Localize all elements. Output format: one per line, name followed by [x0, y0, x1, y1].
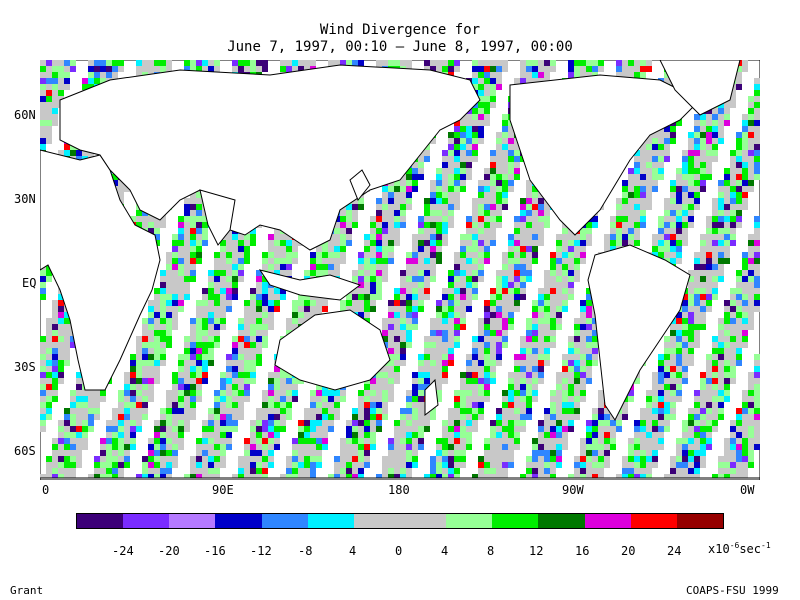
colorbar-swatch [492, 514, 539, 528]
continent-outlines [40, 60, 760, 480]
colorbar-swatch [215, 514, 262, 528]
colorbar-tick-label: -8 [298, 544, 313, 558]
lat-label-30s: 30S [14, 360, 36, 374]
south-america-landmass [587, 244, 691, 421]
lat-label-60s: 60S [14, 444, 36, 458]
colorbar-swatch [261, 514, 308, 528]
colorbar-swatch [353, 514, 400, 528]
lat-label-60n: 60N [14, 108, 36, 122]
lon-label-0w: 0W [740, 483, 755, 497]
colorbar-tick-label: -16 [204, 544, 226, 558]
units-suffix-exponent: -1 [761, 541, 771, 550]
colorbar-swatch [538, 514, 585, 528]
greenland [659, 60, 741, 116]
organization-credit: COAPS-FSU 1999 [686, 584, 779, 597]
colorbar-units: x10-6sec-1 [708, 541, 771, 556]
colorbar-swatch [307, 514, 354, 528]
indonesia-islands [258, 269, 362, 301]
lat-label-30n: 30N [14, 192, 36, 206]
colorbar-tick-label: 0 [395, 544, 403, 558]
units-suffix: sec [739, 542, 762, 556]
colorbar-tick-label: 8 [487, 544, 495, 558]
colorbar-swatch [676, 514, 723, 528]
colorbar-tick-label: 12 [529, 544, 544, 558]
colorbar-tick-label: -12 [250, 544, 272, 558]
author-credit: Grant [10, 584, 44, 597]
lat-label-eq: EQ [22, 276, 37, 290]
colorbar-tick-label: -24 [112, 544, 134, 558]
colorbar-swatch [123, 514, 170, 528]
eurasia-landmass [59, 64, 481, 251]
map-title-line1: Wind Divergence for [319, 22, 481, 38]
indian-subcontinent [199, 189, 236, 246]
colorbar [76, 513, 724, 529]
lon-label-90w: 90W [562, 483, 584, 497]
colorbar-swatch [584, 514, 631, 528]
lon-label-0: 0 [42, 483, 50, 497]
colorbar-tick-label: 4 [441, 544, 449, 558]
colorbar-swatch [446, 514, 493, 528]
colorbar-tick-label: 4 [349, 544, 357, 558]
new-zealand [424, 378, 439, 417]
colorbar-swatch [169, 514, 216, 528]
japan-islands [349, 169, 371, 201]
lon-label-90e: 90E [212, 483, 234, 497]
colorbar-swatch [630, 514, 677, 528]
colorbar-tick-label: 20 [621, 544, 636, 558]
wind-divergence-map [40, 60, 760, 480]
colorbar-tick-label: 24 [667, 544, 682, 558]
colorbar-tick-label: -20 [158, 544, 180, 558]
units-prefix: x10 [708, 542, 730, 556]
map-title-line2: June 7, 1997, 00:10 – June 8, 1997, 00:0… [227, 39, 573, 55]
units-exponent: -6 [729, 541, 740, 550]
colorbar-swatch [399, 514, 447, 528]
antarctica-edge [40, 477, 760, 480]
lon-label-180: 180 [388, 483, 410, 497]
colorbar-swatch [77, 514, 124, 528]
australia-landmass [274, 309, 391, 391]
colorbar-tick-label: 16 [575, 544, 590, 558]
